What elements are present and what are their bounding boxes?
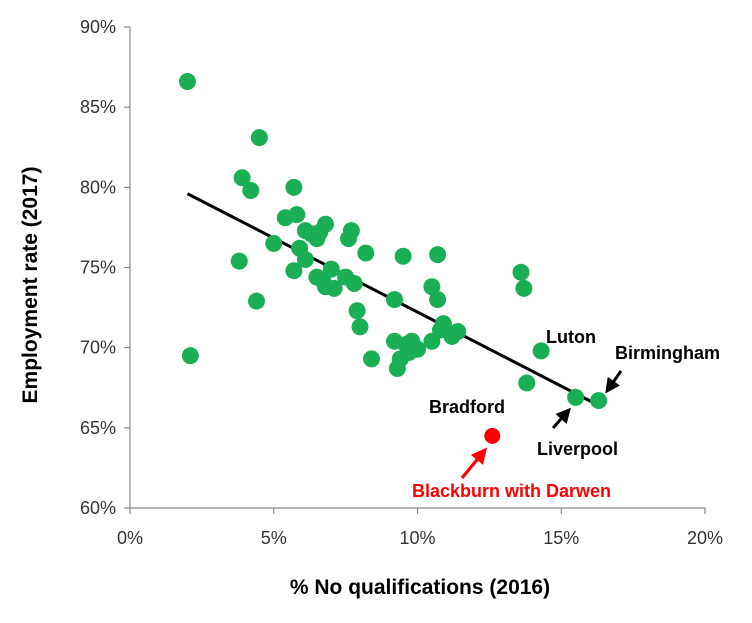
axes: 60% 65% 70% 75% 80% 85% 90% 0% 5% 10% 15% 20% xyxy=(80,17,723,548)
y-tick-label: 75% xyxy=(80,258,116,278)
data-point xyxy=(348,302,366,320)
x-tick-label: 15% xyxy=(543,528,579,548)
data-point xyxy=(342,222,360,240)
data-point xyxy=(179,73,196,91)
blackburn-arrow xyxy=(460,447,488,480)
data-point xyxy=(429,246,447,264)
data-point xyxy=(512,263,530,281)
data-point xyxy=(233,169,251,187)
data-point xyxy=(429,291,447,309)
data-point xyxy=(230,252,248,270)
y-tick-label: 80% xyxy=(80,177,116,197)
x-tick-label: 0% xyxy=(117,528,143,548)
data-point xyxy=(250,129,268,147)
data-point xyxy=(288,206,306,224)
liverpool-arrow xyxy=(551,407,571,429)
y-tick-label: 65% xyxy=(80,418,116,438)
x-tick-label: 10% xyxy=(399,528,435,548)
data-point xyxy=(434,315,452,333)
label-luton: Luton xyxy=(546,327,596,347)
data-point xyxy=(386,291,403,309)
data-point xyxy=(248,292,265,310)
y-tick-label: 70% xyxy=(80,338,116,358)
data-point xyxy=(322,260,340,278)
label-liverpool: Liverpool xyxy=(537,439,618,459)
data-point xyxy=(265,234,283,252)
data-point xyxy=(590,392,608,410)
data-point xyxy=(394,247,412,265)
data-point xyxy=(532,342,550,360)
y-axis-title: Employment rate (2017) xyxy=(19,167,42,404)
data-point xyxy=(351,318,369,336)
annotation-labels: Luton Birmingham Bradford Liverpool Blackbur… xyxy=(412,327,720,501)
y-tick-label: 85% xyxy=(80,97,116,117)
data-points xyxy=(179,73,608,444)
data-point xyxy=(363,350,380,368)
annotation-arrows xyxy=(460,370,623,480)
data-point xyxy=(409,340,426,358)
data-point xyxy=(317,215,334,233)
data-point xyxy=(567,388,585,406)
data-point xyxy=(518,374,536,392)
data-point xyxy=(357,244,375,262)
data-point xyxy=(285,178,303,196)
label-bradford: Bradford xyxy=(429,397,505,417)
data-point xyxy=(345,275,363,293)
data-point xyxy=(325,279,343,297)
data-point xyxy=(242,182,260,200)
x-tick-label: 20% xyxy=(687,528,723,548)
birmingham-arrow xyxy=(605,370,623,394)
data-point xyxy=(285,262,303,280)
highlight-point xyxy=(484,427,501,444)
y-tick-label: 90% xyxy=(80,17,116,37)
data-point xyxy=(181,347,199,365)
label-birmingham: Birmingham xyxy=(615,343,720,363)
y-tick-label: 60% xyxy=(80,498,116,518)
data-point xyxy=(296,250,314,268)
data-point xyxy=(515,279,533,297)
x-tick-label: 5% xyxy=(261,528,287,548)
label-blackburn: Blackburn with Darwen xyxy=(412,481,611,501)
data-point xyxy=(449,323,467,341)
x-axis-title: % No qualifications (2016) xyxy=(290,576,550,599)
data-point xyxy=(423,278,441,296)
